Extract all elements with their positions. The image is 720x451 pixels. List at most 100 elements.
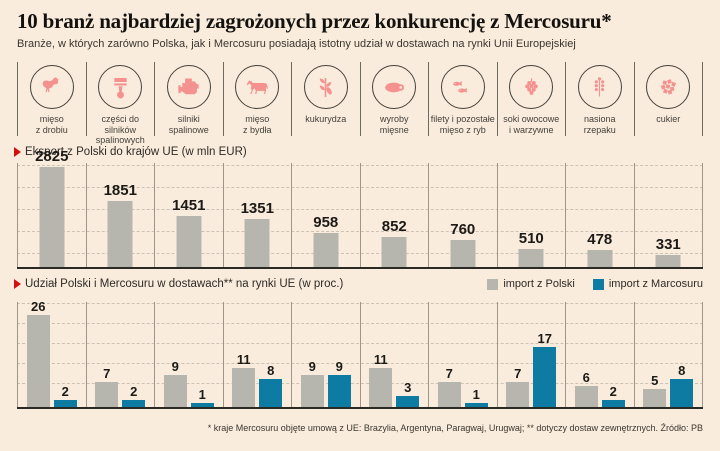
industry-icon-strip: mięso z drobiu części do silników spalino…: [17, 62, 703, 145]
industry-cell-6: wyroby mięsne: [359, 62, 429, 136]
poland-share-value: 6: [582, 369, 590, 385]
export-chart-title: Eksport z Polski do krajów UE (w mln EUR…: [25, 146, 247, 158]
industry-circle: [303, 65, 348, 109]
industry-label: części do silników spalinowych: [95, 114, 145, 145]
export-bar: [244, 219, 270, 267]
legend-swatch: [592, 278, 604, 290]
export-bar: [107, 201, 133, 267]
mercosur-share-bar: [396, 396, 420, 407]
export-bar: [176, 215, 202, 267]
export-bar-value: 331: [655, 236, 681, 254]
mercosur-share-value: 2: [609, 383, 617, 399]
export-section-header: Eksport z Polski do krajów UE (w mln EUR…: [14, 146, 703, 158]
industry-cell-8: soki owocowe i warzywne: [496, 62, 566, 136]
mercosur-share-value: 2: [61, 383, 69, 399]
industry-cell-5: kukurydza: [291, 62, 360, 136]
legend-item-2: import z Marcosuru: [592, 278, 703, 290]
export-bar: [655, 255, 681, 267]
export-bar: [39, 167, 65, 267]
poland-share-bar: [26, 315, 50, 407]
legend-label: import z Polski: [503, 278, 575, 290]
industry-label: kukurydza: [305, 114, 347, 124]
sugar-icon: [655, 74, 682, 101]
industry-cell-7: filety i pozostałe mięso z ryb: [428, 62, 497, 136]
export-chart-column-4: 1351: [222, 163, 292, 267]
mercosur-share-bar: [53, 399, 77, 407]
share-chart-column-1: 26 2: [17, 299, 86, 407]
poland-share-bar: [369, 368, 393, 407]
export-chart-column-3: 1451: [154, 163, 223, 267]
industry-label: wyroby mięsne: [379, 114, 409, 135]
share-grouped-bar-chart: 26 2 7 2 9 1 11 8 9 9 11 3 7 1 7 17 6 2 5 8: [17, 299, 703, 409]
mercosur-share-value: 8: [267, 362, 275, 378]
rapeseed-icon: [586, 74, 613, 101]
industry-circle: [372, 65, 417, 109]
poland-share-value: 7: [514, 366, 522, 382]
industry-cell-1: mięso z drobiu: [17, 62, 86, 136]
mercosur-share-bar: [533, 346, 557, 407]
export-chart-title-row: Eksport z Polski do krajów UE (w mln EUR…: [14, 146, 247, 158]
poland-share-bar: [232, 368, 256, 407]
industry-label: nasiona rzepaku: [583, 114, 616, 135]
cattle-icon: [244, 74, 271, 101]
fish-icon: [449, 74, 476, 101]
poland-share-value: 11: [373, 352, 388, 368]
corn-icon: [312, 74, 339, 101]
mercosur-share-bar: [601, 399, 625, 407]
industry-label: silniki spalinowe: [168, 114, 209, 135]
poland-share-value: 11: [236, 352, 251, 368]
red-triangle-icon: [14, 279, 21, 289]
industry-label: cukier: [656, 114, 681, 124]
poland-share-bar: [506, 382, 530, 407]
poland-share-bar: [437, 382, 461, 407]
poland-share-value: 9: [308, 359, 316, 375]
industry-label: soki owocowe i warzywne: [503, 114, 560, 135]
poland-share-bar: [163, 375, 187, 407]
share-chart-column-8: 7 17: [496, 302, 566, 407]
mercosur-share-value: 8: [678, 362, 686, 378]
export-bar-value: 1451: [172, 196, 206, 214]
page-title: 10 branż najbardziej zagrożonych przez k…: [17, 9, 612, 33]
poland-share-value: 26: [31, 299, 46, 314]
share-chart-column-4: 11 8: [222, 302, 292, 407]
industry-cell-2: części do silników spalinowych: [85, 62, 155, 145]
industry-circle: [235, 65, 280, 109]
industry-cell-3: silniki spalinowe: [154, 62, 223, 136]
mercosur-share-value: 2: [130, 383, 138, 399]
poland-share-bar: [574, 385, 598, 407]
mercosur-share-bar: [670, 378, 694, 407]
export-chart-column-1: 2825: [17, 148, 86, 267]
poland-share-value: 7: [103, 366, 111, 382]
share-chart-column-6: 11 3: [359, 302, 429, 407]
legend-swatch: [487, 278, 499, 290]
mercosur-share-value: 17: [537, 330, 552, 346]
export-bar: [450, 240, 476, 267]
poultry-icon: [38, 74, 65, 101]
poland-share-value: 5: [651, 373, 659, 389]
share-chart-title-row: Udział Polski i Mercosuru w dostawach** …: [14, 278, 343, 290]
mercosur-share-bar: [259, 378, 283, 407]
export-bar: [381, 236, 407, 267]
export-chart-column-6: 852: [359, 163, 429, 267]
industry-circle: [98, 65, 143, 109]
industry-cell-4: mięso z bydła: [222, 62, 292, 136]
export-chart-column-8: 510: [496, 163, 566, 267]
industry-circle: [440, 65, 485, 109]
mercosur-share-value: 1: [472, 387, 480, 403]
industry-circle: [29, 65, 74, 109]
mercosur-share-value: 1: [198, 387, 206, 403]
industry-circle: [577, 65, 622, 109]
export-chart-column-2: 1851: [85, 163, 155, 267]
poland-share-bar: [643, 389, 667, 407]
export-bar-value: 478: [587, 231, 613, 249]
export-chart-column-7: 760: [428, 163, 497, 267]
legend-label: import z Marcosuru: [608, 278, 703, 290]
industry-cell-9: nasiona rzepaku: [565, 62, 634, 136]
export-bar-value: 852: [381, 217, 407, 235]
share-chart-title: Udział Polski i Mercosuru w dostawach** …: [25, 278, 344, 290]
industry-cell-10: cukier: [633, 62, 703, 136]
industry-label: filety i pozostałe mięso z ryb: [430, 114, 495, 135]
